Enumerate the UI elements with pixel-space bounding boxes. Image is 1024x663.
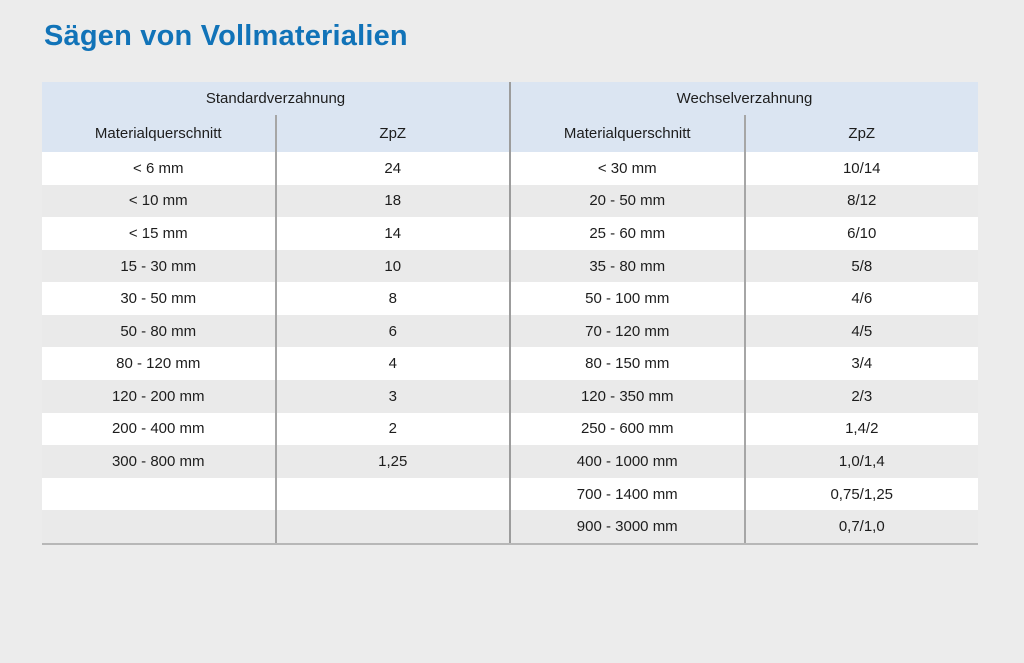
table-row: 250 - 600 mm 1,4/2 bbox=[511, 412, 978, 446]
table-row: < 6 mm 24 bbox=[42, 152, 509, 185]
cell-materialquerschnitt: 300 - 800 mm bbox=[42, 445, 277, 478]
cell-materialquerschnitt bbox=[42, 477, 277, 511]
cell-zpz: 4/6 bbox=[851, 290, 873, 308]
section-header-standardverzahnung: Standardverzahnung bbox=[42, 82, 509, 115]
column-header-zpz: ZpZ bbox=[848, 125, 876, 142]
table-row bbox=[42, 477, 510, 511]
column-header-row: Materialquerschnitt ZpZ bbox=[42, 115, 509, 152]
toothing-table: Standardverzahnung Materialquerschnitt Z… bbox=[42, 82, 978, 545]
cell-materialquerschnitt: 400 - 1000 mm bbox=[511, 445, 746, 478]
cell-zpz bbox=[277, 478, 510, 511]
column-header-zpz: ZpZ bbox=[379, 125, 407, 142]
cell-materialquerschnitt: 120 - 350 mm bbox=[511, 380, 746, 413]
cell-materialquerschnitt: 700 - 1400 mm bbox=[511, 477, 746, 511]
cell-zpz: 2/3 bbox=[851, 387, 873, 405]
page-title: Sägen von Vollmaterialien bbox=[44, 20, 408, 52]
cell-materialquerschnitt: < 10 mm bbox=[42, 184, 277, 218]
cell-zpz: 18 bbox=[384, 192, 402, 210]
cell-materialquerschnitt: 200 - 400 mm bbox=[42, 412, 277, 446]
table-row: 35 - 80 mm 5/8 bbox=[511, 249, 978, 283]
table-row: 80 - 150 mm 3/4 bbox=[511, 347, 978, 381]
cell-materialquerschnitt: 70 - 120 mm bbox=[511, 314, 746, 348]
cell-materialquerschnitt: 20 - 50 mm bbox=[511, 184, 746, 218]
cell-zpz: 4 bbox=[388, 355, 397, 373]
cell-zpz: 4/5 bbox=[851, 322, 873, 340]
table-row: 30 - 50 mm 8 bbox=[42, 282, 509, 315]
cell-materialquerschnitt: 15 - 30 mm bbox=[42, 249, 277, 283]
cell-zpz: 8 bbox=[388, 290, 397, 308]
cell-zpz: 0,7/1,0 bbox=[838, 518, 885, 536]
cell-zpz: 14 bbox=[384, 224, 402, 242]
column-header-materialquerschnitt: Materialquerschnitt bbox=[511, 115, 746, 152]
table-body: < 6 mm 24 < 10 mm 18 < 15 mm 14 15 - 30 mm 10 30… bbox=[42, 152, 509, 543]
cell-zpz: 1,0/1,4 bbox=[838, 452, 885, 470]
column-header-row: Materialquerschnitt ZpZ bbox=[511, 115, 978, 152]
table-row: 120 - 200 mm 3 bbox=[42, 380, 509, 413]
table-row: 200 - 400 mm 2 bbox=[42, 412, 509, 446]
table-row: < 30 mm 10/14 bbox=[511, 152, 978, 185]
table-row: 400 - 1000 mm 1,0/1,4 bbox=[511, 445, 978, 478]
table-row: < 15 mm 14 bbox=[42, 217, 509, 250]
table-row: 700 - 1400 mm 0,75/1,25 bbox=[511, 477, 978, 511]
table-row: 80 - 120 mm 4 bbox=[42, 347, 509, 381]
table-row: 50 - 80 mm 6 bbox=[42, 314, 509, 348]
cell-materialquerschnitt: 30 - 50 mm bbox=[42, 282, 277, 315]
cell-materialquerschnitt: 80 - 150 mm bbox=[511, 347, 746, 381]
cell-materialquerschnitt: < 30 mm bbox=[511, 152, 746, 185]
cell-materialquerschnitt: 80 - 120 mm bbox=[42, 347, 277, 381]
cell-zpz: 0,75/1,25 bbox=[830, 485, 894, 503]
cell-materialquerschnitt: 120 - 200 mm bbox=[42, 380, 277, 413]
cell-zpz: 5/8 bbox=[851, 257, 873, 275]
cell-zpz: 1,25 bbox=[378, 452, 408, 470]
table-row: 70 - 120 mm 4/5 bbox=[511, 314, 978, 348]
table-row: 300 - 800 mm 1,25 bbox=[42, 445, 509, 478]
table-row: 25 - 60 mm 6/10 bbox=[511, 217, 978, 250]
cell-materialquerschnitt: 50 - 100 mm bbox=[511, 282, 746, 315]
cell-zpz: 6/10 bbox=[847, 224, 877, 242]
cell-zpz: 10/14 bbox=[842, 159, 881, 177]
cell-zpz: 24 bbox=[384, 159, 402, 177]
column-header-materialquerschnitt: Materialquerschnitt bbox=[42, 115, 277, 152]
cell-materialquerschnitt bbox=[42, 510, 277, 543]
cell-materialquerschnitt: 50 - 80 mm bbox=[42, 314, 277, 348]
cell-zpz bbox=[277, 510, 510, 543]
table-row: 120 - 350 mm 2/3 bbox=[511, 380, 978, 413]
cell-zpz: 1,4/2 bbox=[845, 420, 879, 438]
cell-zpz: 10 bbox=[384, 257, 402, 275]
cell-zpz: 3/4 bbox=[851, 355, 873, 373]
table-row: 900 - 3000 mm 0,7/1,0 bbox=[511, 510, 978, 543]
table-row: 15 - 30 mm 10 bbox=[42, 249, 509, 283]
table-body: < 30 mm 10/14 20 - 50 mm 8/12 25 - 60 mm 6/10… bbox=[511, 152, 978, 543]
table-section-wechselverzahnung: Wechselverzahnung Materialquerschnitt Zp… bbox=[509, 82, 978, 543]
cell-materialquerschnitt: 250 - 600 mm bbox=[511, 412, 746, 446]
cell-materialquerschnitt: < 6 mm bbox=[42, 152, 277, 185]
cell-materialquerschnitt: < 15 mm bbox=[42, 217, 277, 250]
cell-materialquerschnitt: 35 - 80 mm bbox=[511, 249, 746, 283]
cell-zpz: 8/12 bbox=[847, 192, 877, 210]
table-section-standardverzahnung: Standardverzahnung Materialquerschnitt Z… bbox=[42, 82, 509, 543]
table-row: 50 - 100 mm 4/6 bbox=[511, 282, 978, 315]
cell-zpz: 6 bbox=[388, 322, 397, 340]
cell-zpz: 3 bbox=[388, 387, 397, 405]
table-row: < 10 mm 18 bbox=[42, 184, 509, 218]
cell-zpz: 2 bbox=[388, 420, 397, 438]
cell-materialquerschnitt: 900 - 3000 mm bbox=[511, 510, 746, 543]
section-header-wechselverzahnung: Wechselverzahnung bbox=[511, 82, 978, 115]
table-row: 20 - 50 mm 8/12 bbox=[511, 184, 978, 218]
table-row bbox=[42, 510, 509, 543]
cell-materialquerschnitt: 25 - 60 mm bbox=[511, 217, 746, 250]
